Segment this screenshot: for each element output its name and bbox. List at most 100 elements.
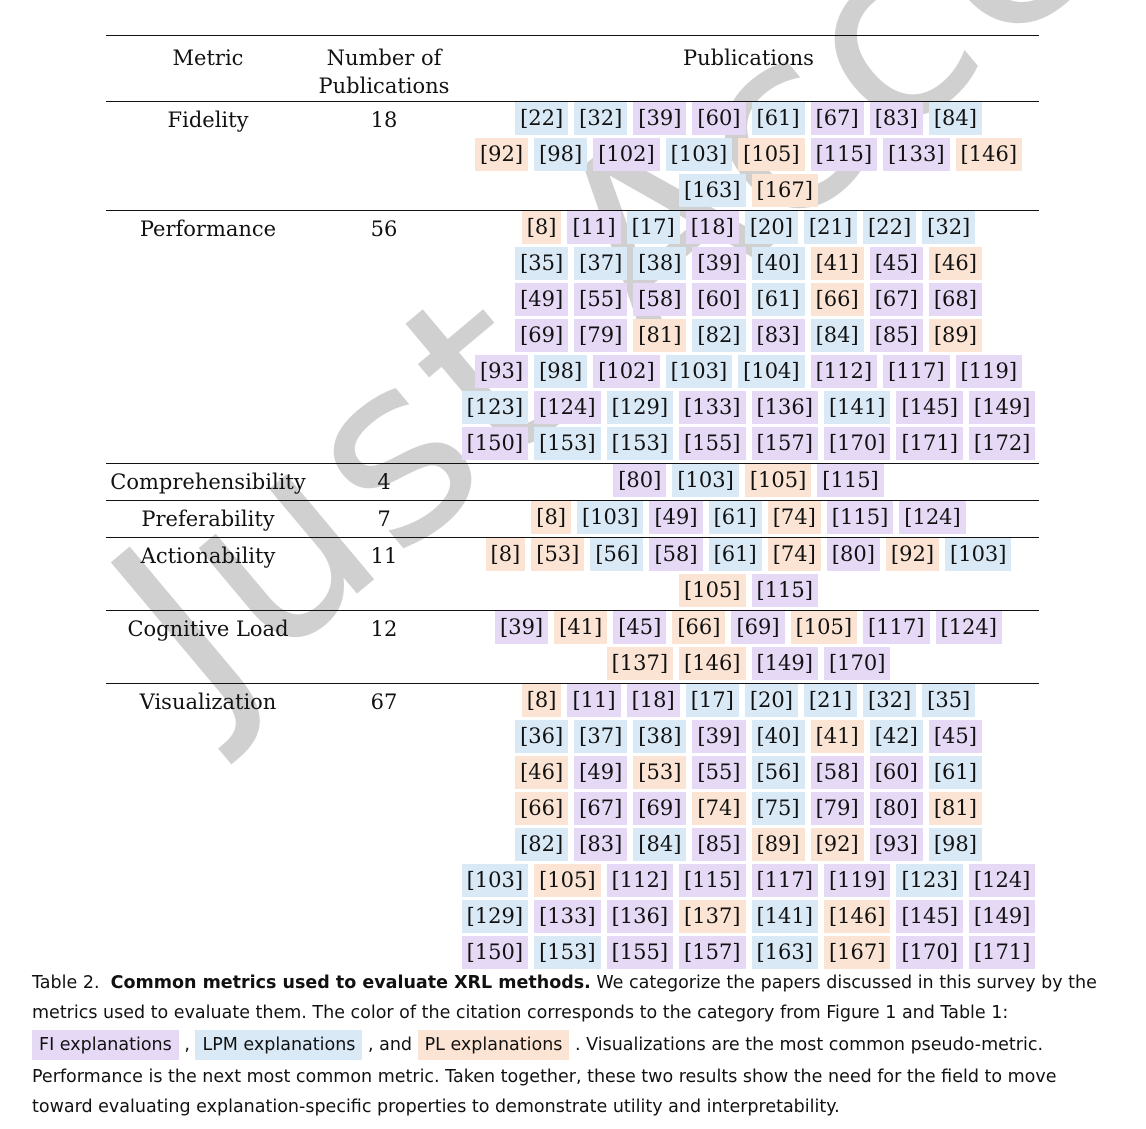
citation-lpm[interactable]: [129] — [461, 900, 529, 933]
citation-fi[interactable]: [149] — [968, 391, 1036, 424]
citation-fi[interactable]: [80] — [826, 538, 880, 571]
citation-pl[interactable]: [105] — [738, 138, 805, 171]
citation-pl[interactable]: [167] — [751, 174, 818, 207]
citation-pl[interactable]: [92] — [810, 828, 864, 861]
citation-fi[interactable]: [171] — [896, 427, 963, 460]
citation-lpm[interactable]: [35] — [922, 684, 976, 717]
citation-pl[interactable]: [81] — [633, 319, 687, 352]
citation-fi[interactable]: [124] — [899, 501, 966, 534]
citation-lpm[interactable]: [40] — [751, 247, 805, 280]
citation-fi[interactable]: [115] — [679, 864, 746, 897]
citation-fi[interactable]: [124] — [935, 611, 1002, 644]
citation-lpm[interactable]: [37] — [574, 247, 628, 280]
citation-fi[interactable]: [133] — [534, 900, 601, 933]
citation-pl[interactable]: [105] — [744, 464, 812, 497]
citation-lpm[interactable]: [36] — [515, 720, 569, 753]
citation-fi[interactable]: [68] — [928, 283, 982, 316]
citation-fi[interactable]: [49] — [649, 501, 703, 534]
citation-fi[interactable]: [115] — [751, 574, 818, 607]
citation-pl[interactable]: [66] — [672, 611, 726, 644]
citation-pl[interactable]: [74] — [767, 538, 821, 571]
citation-lpm[interactable]: [40] — [751, 720, 805, 753]
citation-lpm[interactable]: [103] — [665, 355, 733, 388]
citation-pl[interactable]: [92] — [885, 538, 940, 571]
citation-fi[interactable]: [85] — [692, 828, 746, 861]
citation-fi[interactable]: [39] — [633, 102, 687, 135]
citation-lpm[interactable]: [104] — [738, 355, 805, 388]
citation-fi[interactable]: [117] — [863, 611, 930, 644]
citation-lpm[interactable]: [21] — [803, 211, 858, 244]
citation-fi[interactable]: [18] — [685, 211, 739, 244]
citation-pl[interactable]: [74] — [767, 501, 821, 534]
citation-fi[interactable]: [119] — [823, 864, 891, 897]
citation-fi[interactable]: [170] — [823, 427, 891, 460]
citation-lpm[interactable]: [103] — [672, 464, 739, 497]
citation-lpm[interactable]: [20] — [744, 211, 798, 244]
citation-lpm[interactable]: [56] — [590, 538, 644, 571]
citation-lpm[interactable]: [61] — [751, 102, 805, 135]
citation-fi[interactable]: [145] — [896, 900, 963, 933]
citation-pl[interactable]: [66] — [515, 792, 569, 825]
citation-lpm[interactable]: [56] — [751, 756, 805, 789]
citation-pl[interactable]: [8] — [485, 538, 526, 571]
citation-lpm[interactable]: [153] — [534, 427, 601, 460]
citation-pl[interactable]: [8] — [521, 211, 562, 244]
citation-pl[interactable]: [46] — [928, 247, 982, 280]
citation-fi[interactable]: [172] — [968, 427, 1036, 460]
citation-pl[interactable]: [146] — [823, 900, 891, 933]
citation-pl[interactable]: [41] — [810, 720, 864, 753]
citation-fi[interactable]: [102] — [593, 138, 660, 171]
citation-lpm[interactable]: [22] — [863, 211, 917, 244]
citation-pl[interactable]: [81] — [928, 792, 982, 825]
citation-pl[interactable]: [105] — [790, 611, 858, 644]
citation-fi[interactable]: [69] — [633, 792, 687, 825]
citation-fi[interactable]: [67] — [810, 102, 864, 135]
citation-lpm[interactable]: [22] — [515, 102, 569, 135]
citation-fi[interactable]: [55] — [574, 283, 628, 316]
citation-pl[interactable]: [89] — [928, 319, 982, 352]
citation-fi[interactable]: [133] — [679, 391, 746, 424]
citation-pl[interactable]: [146] — [955, 138, 1023, 171]
citation-fi[interactable]: [49] — [515, 283, 569, 316]
citation-pl[interactable]: [105] — [534, 864, 601, 897]
citation-lpm[interactable]: [20] — [744, 684, 798, 717]
citation-fi[interactable]: [60] — [692, 283, 746, 316]
citation-fi[interactable]: [58] — [649, 538, 703, 571]
citation-lpm[interactable]: [141] — [751, 900, 818, 933]
citation-lpm[interactable]: [17] — [685, 684, 739, 717]
citation-fi[interactable]: [79] — [810, 792, 864, 825]
citation-fi[interactable]: [58] — [633, 283, 687, 316]
citation-fi[interactable]: [115] — [826, 501, 894, 534]
citation-lpm[interactable]: [35] — [515, 247, 569, 280]
citation-fi[interactable]: [80] — [613, 464, 667, 497]
citation-pl[interactable]: [137] — [606, 647, 674, 680]
citation-fi[interactable]: [69] — [731, 611, 785, 644]
citation-fi[interactable]: [170] — [823, 647, 891, 680]
citation-fi[interactable]: [145] — [896, 391, 963, 424]
citation-pl[interactable]: [89] — [751, 828, 805, 861]
citation-lpm[interactable]: [75] — [751, 792, 805, 825]
citation-lpm[interactable]: [103] — [461, 864, 529, 897]
citation-fi[interactable]: [67] — [574, 792, 628, 825]
citation-lpm[interactable]: [163] — [751, 936, 818, 969]
citation-lpm[interactable]: [61] — [708, 538, 762, 571]
citation-fi[interactable]: [18] — [626, 684, 680, 717]
citation-pl[interactable]: [41] — [810, 247, 864, 280]
citation-pl[interactable]: [53] — [633, 756, 687, 789]
citation-lpm[interactable]: [38] — [633, 720, 687, 753]
citation-fi[interactable]: [102] — [593, 355, 660, 388]
citation-fi[interactable]: [170] — [896, 936, 963, 969]
citation-lpm[interactable]: [17] — [626, 211, 680, 244]
citation-pl[interactable]: [66] — [810, 283, 864, 316]
citation-fi[interactable]: [60] — [692, 102, 746, 135]
citation-fi[interactable]: [39] — [692, 720, 746, 753]
citation-fi[interactable]: [155] — [606, 936, 674, 969]
citation-fi[interactable]: [39] — [692, 247, 746, 280]
citation-lpm[interactable]: [82] — [692, 319, 746, 352]
citation-lpm[interactable]: [61] — [928, 756, 982, 789]
citation-fi[interactable]: [93] — [869, 828, 923, 861]
citation-fi[interactable]: [11] — [567, 684, 621, 717]
citation-lpm[interactable]: [84] — [928, 102, 982, 135]
citation-lpm[interactable]: [141] — [823, 391, 891, 424]
citation-lpm[interactable]: [103] — [665, 138, 733, 171]
